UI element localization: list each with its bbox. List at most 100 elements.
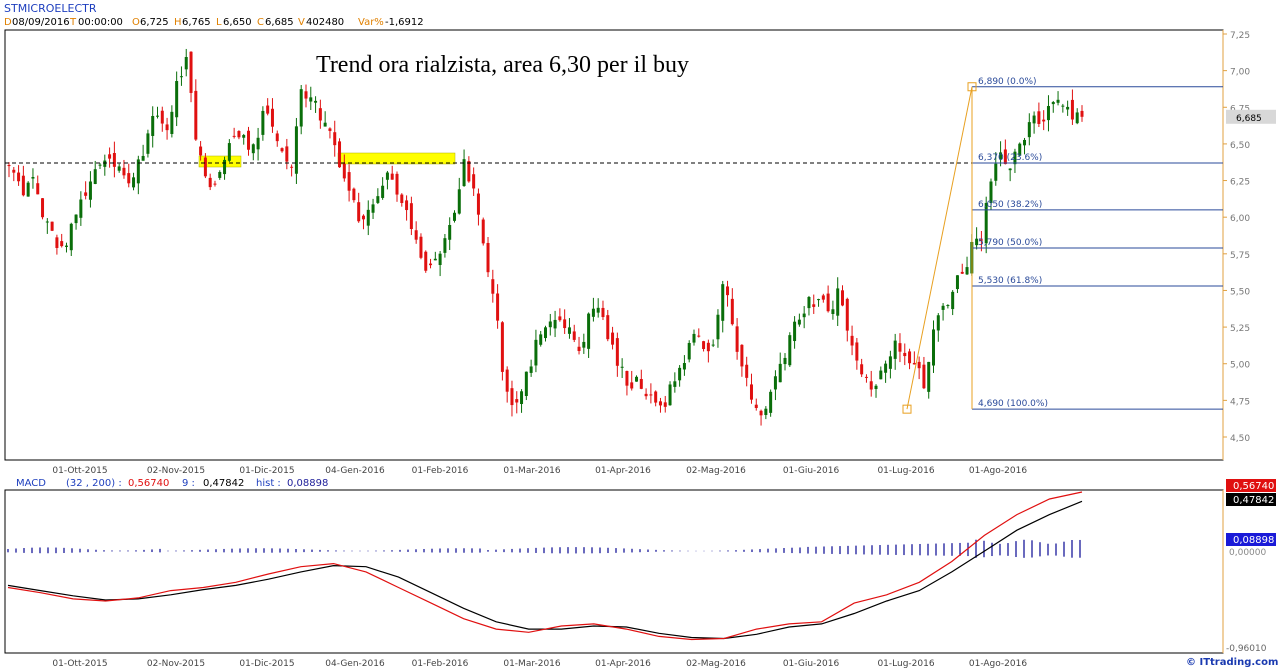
candle-body [912, 362, 916, 365]
date-tick-label: 01-Lug-2016 [877, 659, 934, 668]
candle-body [122, 167, 126, 176]
candle-body [1023, 139, 1027, 146]
candle-body [591, 308, 595, 317]
candle-body [409, 203, 413, 229]
candle-body [1008, 168, 1012, 171]
candle-body [749, 384, 753, 400]
candle-body [160, 110, 164, 124]
candle-body [994, 163, 998, 181]
candle-body [903, 352, 907, 357]
candle-body [1075, 112, 1079, 124]
candle-body [12, 169, 16, 173]
macd-name: MACD [16, 478, 46, 489]
fib-level-label: 6,890 (0.0%) [978, 77, 1037, 87]
candle-body [840, 290, 844, 306]
price-tick-label: 5,00 [1230, 361, 1250, 371]
candle-body [965, 267, 969, 275]
candle-body [275, 133, 279, 142]
hist-tag: 0,08898 [1233, 535, 1274, 546]
candle-body [223, 159, 227, 175]
candle-body [93, 169, 97, 184]
fibonacci-retracement: 6,890 (0.0%) 6,370 (23.6%) 6,050 (38.2%) 5,… [902, 77, 1223, 414]
candle-body [984, 202, 988, 244]
candle-body [1080, 110, 1084, 117]
o-label: O [132, 17, 140, 28]
candle-body [79, 199, 83, 218]
candle-body [395, 173, 399, 195]
date-tick-label: 01-Apr-2016 [595, 466, 651, 476]
candle-body [247, 130, 251, 150]
candle-body [989, 181, 993, 204]
hist-value: 0,08898 [287, 478, 328, 489]
macd-zero-label: 0,00000 [1229, 548, 1266, 558]
candle-body [429, 263, 433, 266]
candle-body [850, 335, 854, 346]
date-tick-label: 04-Gen-2016 [325, 466, 385, 476]
candle-body [227, 143, 231, 161]
macd-series [7, 491, 1083, 641]
candle-body [932, 329, 936, 366]
candle-body [419, 236, 423, 258]
candle-body [438, 253, 442, 265]
candle-body [371, 204, 375, 213]
candle-body [778, 363, 782, 383]
candle-body [199, 146, 203, 156]
date-tick-label: 01-Giu-2016 [783, 659, 840, 668]
macd-tag: 0,56740 [1233, 481, 1274, 492]
candle-body [855, 342, 859, 361]
candle-body [687, 342, 691, 360]
candle-body [400, 194, 404, 204]
candle-body [769, 391, 773, 413]
macd-tag-bg [1226, 479, 1276, 492]
date-tick-label: 01-Mar-2016 [503, 466, 561, 476]
signal-tag-bg [1226, 493, 1276, 506]
candle-body [673, 381, 677, 387]
candle-body [376, 196, 380, 203]
signal-label: 9 : [182, 478, 195, 489]
candle-body [184, 57, 188, 70]
candle-body [318, 108, 322, 121]
candle-body [716, 314, 720, 340]
price-tick-label: 7,25 [1230, 31, 1250, 41]
candle-body [927, 361, 931, 392]
candle-body [567, 327, 571, 334]
candle-body [797, 319, 801, 325]
candle-body [266, 105, 270, 114]
low-value: 6,650 [223, 17, 252, 28]
candle-body [500, 322, 504, 372]
date-axis-top: 01-Ott-2015 02-Nov-2015 01-Dic-2015 04-Gen-… [52, 466, 1027, 476]
candle-body [845, 298, 849, 331]
t-label: T [69, 17, 77, 28]
candle-body [69, 223, 73, 251]
support-highlight-left [198, 155, 242, 168]
candle-body [1013, 151, 1017, 165]
volume-value: 402480 [306, 17, 344, 28]
candle-body [280, 148, 284, 152]
price-tick-label: 6,25 [1230, 178, 1250, 188]
macd-readout: MACD (32 , 200) : 0,56740 9 : 0,47842 hi… [16, 478, 328, 489]
symbol-title: STMICROELECTR [4, 2, 97, 15]
candle-body [141, 155, 145, 161]
candle-body [1056, 99, 1060, 103]
price-tick-label: 7,00 [1230, 68, 1250, 78]
candle-body [103, 160, 107, 167]
candle-body [922, 364, 926, 389]
candle-body [999, 152, 1003, 160]
fib-level-label: 4,690 (100.0%) [978, 399, 1048, 409]
high-value: 6,765 [182, 17, 211, 28]
candle-body [572, 331, 576, 340]
candle-body [357, 202, 361, 222]
candle-body [884, 363, 888, 373]
close-value: 6,685 [265, 17, 294, 28]
time-value: 00:00:00 [78, 17, 123, 28]
candle-body [1061, 105, 1065, 107]
candle-body [218, 172, 222, 178]
price-tick-label: 5,75 [1230, 251, 1250, 261]
v-label: V [298, 17, 305, 28]
price-tick-label: 6,50 [1230, 141, 1250, 151]
candle-body [620, 366, 624, 368]
candle-body [908, 351, 912, 364]
candle-body [486, 242, 490, 273]
candle-body [639, 378, 643, 389]
candle-body [1046, 105, 1050, 121]
